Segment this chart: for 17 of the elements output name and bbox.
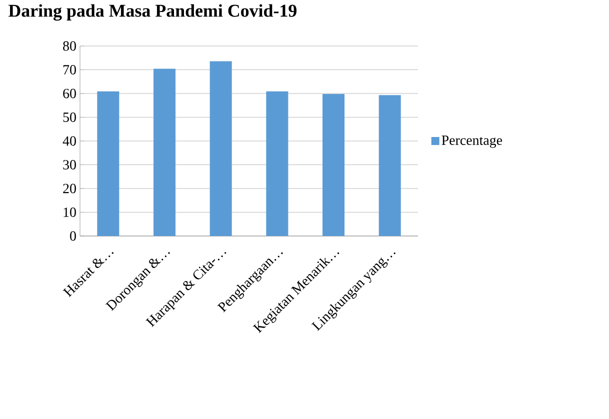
y-tick-label: 0 <box>70 231 76 241</box>
bar <box>210 61 232 236</box>
bar <box>154 68 176 236</box>
y-tick-label: 20 <box>63 184 76 194</box>
bar <box>378 95 401 236</box>
y-tick-label: 80 <box>63 41 76 51</box>
bar <box>322 94 345 236</box>
legend-label: Percentage <box>442 136 502 148</box>
y-tick-label: 50 <box>63 112 76 122</box>
bar <box>97 91 120 236</box>
y-tick-label: 30 <box>63 160 76 170</box>
y-tick-label: 60 <box>63 88 76 98</box>
bar <box>266 91 288 236</box>
y-tick-label: 70 <box>63 65 76 74</box>
chart-title: Daring pada Masa Pandemi Covid-19 <box>8 4 296 21</box>
y-tick-label: 10 <box>64 208 76 217</box>
y-tick-label: 40 <box>62 136 76 146</box>
